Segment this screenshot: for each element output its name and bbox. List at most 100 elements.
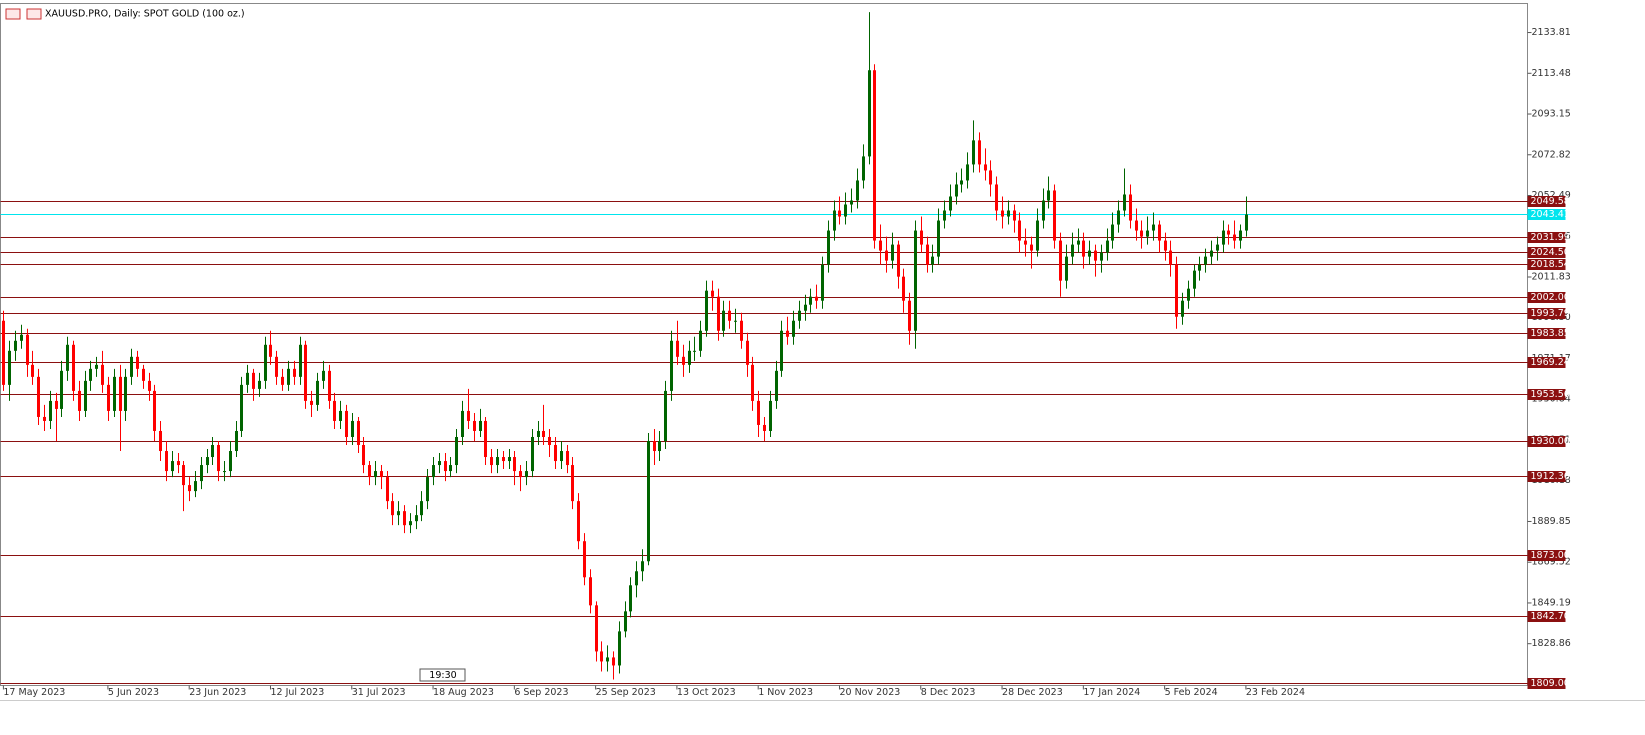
x-tick-label: 18 Aug 2023 — [433, 687, 494, 698]
candle-body — [188, 485, 191, 492]
candle-body — [1152, 224, 1155, 231]
candle-body — [119, 376, 122, 411]
price-level-badge — [1527, 292, 1566, 303]
candle-body — [148, 380, 151, 391]
candle-body — [124, 376, 127, 411]
candle-body — [658, 440, 661, 452]
candle-body — [1129, 194, 1132, 221]
candle-body — [780, 330, 783, 371]
candle-body — [879, 240, 882, 251]
candle-body — [449, 465, 452, 472]
candle-body — [246, 372, 249, 385]
candle-body — [223, 471, 226, 473]
candle-body — [72, 344, 75, 391]
candle-body — [444, 461, 447, 472]
candle-body — [136, 356, 139, 369]
candle-body — [908, 300, 911, 331]
candle-body — [310, 400, 313, 405]
candle-body — [873, 70, 876, 241]
price-level-label: 1983.85 — [1531, 328, 1570, 339]
candle-body — [937, 220, 940, 257]
x-tick-label: 1 Nov 2023 — [758, 687, 813, 698]
price-level-badge — [1527, 550, 1566, 561]
candle-body — [554, 445, 557, 462]
candle-body — [624, 611, 627, 632]
candle-body — [484, 420, 487, 458]
price-level-badge — [1527, 232, 1566, 243]
plot-frame — [0, 3, 1528, 686]
candle-body — [711, 290, 714, 297]
candle-body — [1140, 230, 1143, 237]
y-tick-label: 2072.82 — [1532, 149, 1571, 160]
candle-body — [926, 244, 929, 265]
candle-body — [1042, 200, 1045, 221]
price-level-badge — [1527, 247, 1566, 258]
candle-body — [1111, 224, 1114, 241]
candle-body — [409, 521, 412, 526]
candle-body — [746, 340, 749, 365]
candle-body — [31, 364, 34, 377]
candle-body — [1082, 240, 1085, 257]
candle-body — [1239, 230, 1242, 241]
candle-body — [734, 320, 737, 322]
candle-body — [264, 344, 267, 381]
candle-body — [786, 330, 789, 337]
candle-body — [891, 244, 894, 261]
candle-body — [600, 651, 603, 662]
candle-layer — [2, 12, 1248, 680]
candle-body — [49, 400, 52, 421]
candle-body — [43, 416, 46, 421]
candle-body — [89, 368, 92, 381]
candle-body — [293, 368, 296, 377]
price-level-label: 1993.79 — [1531, 308, 1570, 319]
candle-body — [850, 200, 853, 205]
candle-body — [455, 436, 458, 466]
candle-body — [252, 372, 255, 389]
candle-body — [1135, 220, 1138, 231]
candle-body — [664, 390, 667, 441]
candle-body — [426, 477, 429, 502]
price-level-label: 1953.56 — [1531, 389, 1570, 400]
candle-body — [1094, 250, 1097, 261]
candle-body — [368, 465, 371, 478]
candle-body — [1169, 250, 1172, 265]
candle-body — [165, 451, 168, 472]
x-tick-label: 5 Feb 2024 — [1165, 687, 1218, 698]
candle-body — [467, 410, 470, 421]
candle-body — [595, 605, 598, 652]
candle-body — [548, 436, 551, 446]
candle-body — [833, 210, 836, 231]
price-level-label: 1969.24 — [1531, 357, 1570, 368]
chart-title: XAUUSD.PRO, Daily: SPOT GOLD (100 oz.) — [45, 9, 245, 20]
candle-body — [397, 511, 400, 516]
candle-body — [769, 400, 772, 431]
price-level-badge — [1527, 196, 1566, 207]
y-tick-label: 1849.19 — [1532, 597, 1571, 608]
candle-body — [792, 320, 795, 337]
x-tick-label: 23 Jun 2023 — [189, 687, 246, 698]
candle-body — [403, 511, 406, 526]
candle-body — [763, 424, 766, 431]
x-tick-label: 28 Dec 2023 — [1002, 687, 1063, 698]
price-level-label: 1873.00 — [1531, 550, 1570, 561]
candle-body — [339, 410, 342, 421]
candle-body — [943, 210, 946, 221]
candle-body — [722, 310, 725, 331]
candle-body — [844, 204, 847, 217]
x-tick-label: 12 Jul 2023 — [270, 687, 324, 698]
candle-body — [1123, 194, 1126, 211]
candle-body — [217, 445, 220, 472]
time-label: 19:30 — [429, 670, 456, 681]
menu-icon[interactable] — [5, 8, 21, 20]
candle-body — [798, 310, 801, 321]
candle-body — [989, 170, 992, 185]
candle-body — [537, 430, 540, 437]
candle-body — [380, 471, 383, 478]
price-level-badge — [1527, 259, 1566, 270]
candle-body — [2, 320, 5, 385]
candle-body — [815, 296, 818, 301]
candle-body — [885, 250, 888, 261]
chart-icon[interactable] — [26, 8, 42, 20]
candle-body — [333, 400, 336, 421]
